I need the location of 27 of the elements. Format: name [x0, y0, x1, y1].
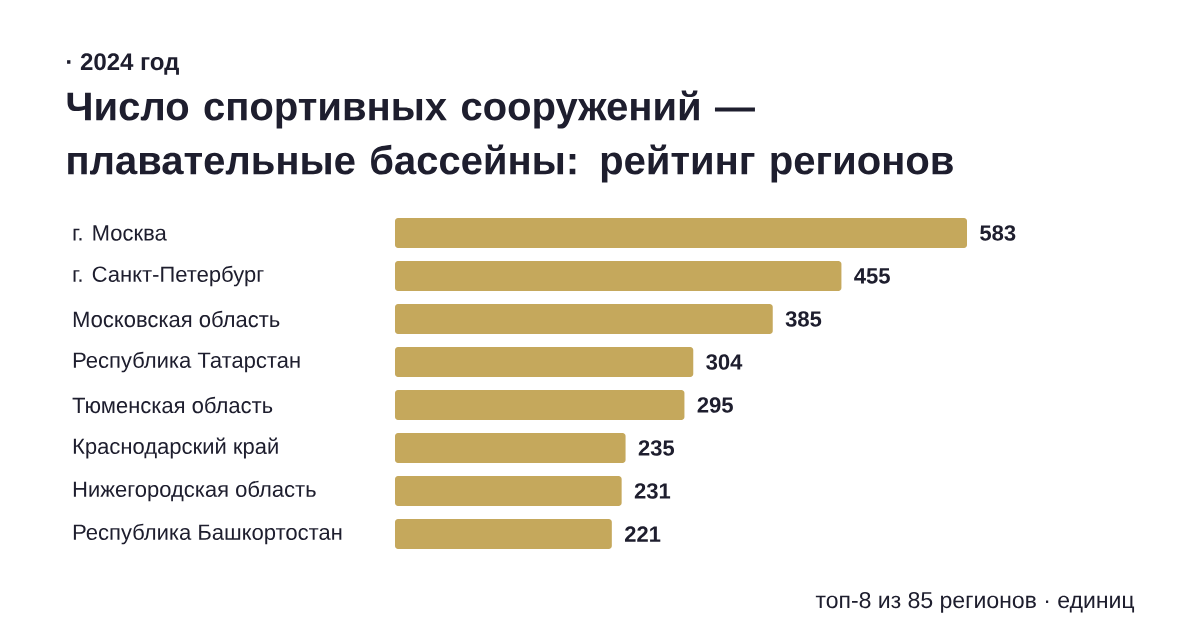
bar	[395, 217, 967, 248]
y-tick-label: Тюменская область	[72, 396, 273, 414]
bar	[395, 475, 622, 506]
y-tick-label: Республика Башкортостан	[73, 523, 342, 545]
y-tick-label: г. Санкт-Петербург	[73, 265, 264, 287]
data-label: 221	[624, 526, 661, 542]
bar	[395, 432, 626, 463]
data-label: 295	[697, 397, 733, 413]
data-label: 304	[706, 354, 743, 370]
data-label: 235	[638, 440, 675, 456]
y-tick-label: Нижегородская область	[73, 480, 316, 502]
y-tick-label: Республика Татарстан	[73, 351, 300, 373]
text: · 2024 год	[67, 53, 179, 75]
bar	[395, 346, 694, 377]
bar	[395, 260, 842, 291]
y-tick-label: г. Москва	[73, 225, 167, 241]
chart-title: Число спортивных сооружений — плавательные бассейны: рейтинг регионов	[67, 90, 953, 183]
y-tick-label: Московская область	[73, 310, 280, 328]
bar	[395, 303, 773, 334]
data-label: 455	[854, 268, 890, 284]
data-label: 583	[980, 225, 1016, 241]
data-label: 385	[785, 311, 822, 327]
y-tick-label: Краснодарский край	[73, 437, 278, 459]
bar	[395, 389, 685, 420]
data-label: 231	[634, 483, 671, 499]
text: топ-8 из 85 регионов · единиц	[815, 591, 1135, 613]
bar	[395, 518, 612, 549]
